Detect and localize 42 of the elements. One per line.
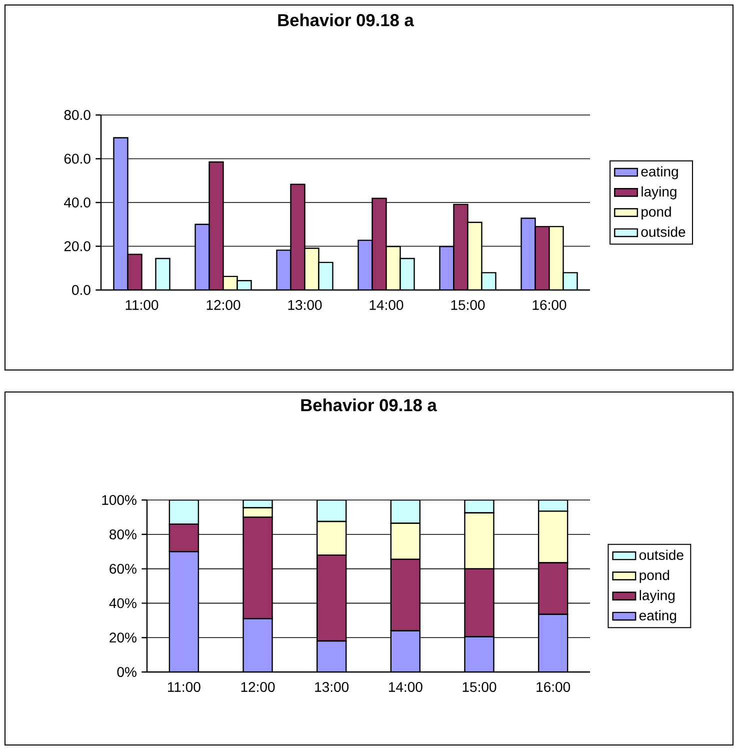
x-tick-label: 12:00 bbox=[241, 682, 275, 692]
legend-label: pond bbox=[640, 570, 670, 583]
y-tick-label: 0% bbox=[117, 667, 136, 677]
legend-label: outside bbox=[639, 550, 684, 560]
legend-label: outside bbox=[641, 226, 686, 237]
bar bbox=[316, 500, 347, 522]
bar bbox=[317, 641, 346, 672]
legend-label: eating bbox=[641, 166, 678, 180]
legend-label: laying bbox=[642, 186, 676, 200]
legend-label: eating bbox=[639, 610, 676, 624]
x-tick-label: 15:00 bbox=[462, 682, 496, 692]
x-tick-label: 13:00 bbox=[315, 682, 349, 692]
legend-label: laying bbox=[640, 590, 675, 604]
y-tick-label: 40% bbox=[109, 598, 136, 608]
x-tick-label: 12:00 bbox=[206, 300, 240, 310]
x-tick-label: 15:00 bbox=[451, 300, 485, 310]
bar bbox=[464, 636, 494, 672]
y-tick-label: 20.0 bbox=[64, 241, 90, 252]
bar bbox=[168, 500, 200, 525]
y-tick-label: 80.0 bbox=[64, 110, 90, 120]
y-tick-label: 60.0 bbox=[64, 154, 90, 164]
bar bbox=[538, 614, 568, 672]
bar bbox=[169, 552, 198, 672]
legend-label: pond bbox=[642, 206, 671, 220]
bar bbox=[390, 500, 421, 524]
chart-title: Behavior 09.18 a bbox=[301, 398, 437, 412]
y-tick-label: 20% bbox=[110, 632, 136, 643]
x-tick-label: 16:00 bbox=[532, 300, 566, 310]
x-tick-label: 14:00 bbox=[370, 300, 404, 310]
bar bbox=[243, 618, 272, 672]
x-tick-label: 13:00 bbox=[288, 300, 322, 310]
x-tick-label: 11:00 bbox=[126, 300, 158, 310]
y-tick-label: 40.0 bbox=[64, 198, 90, 208]
x-tick-label: 14:00 bbox=[388, 682, 422, 692]
y-tick-label: 60% bbox=[110, 564, 136, 574]
chart-title: Behavior 09.18 a bbox=[278, 14, 414, 26]
x-tick-label: 16:00 bbox=[536, 682, 570, 692]
bar bbox=[390, 630, 420, 672]
y-tick-label: 100% bbox=[102, 495, 136, 505]
x-tick-label: 11:00 bbox=[168, 682, 200, 692]
y-tick-label: 80% bbox=[110, 529, 136, 540]
y-tick-label: 0.0 bbox=[72, 285, 90, 295]
